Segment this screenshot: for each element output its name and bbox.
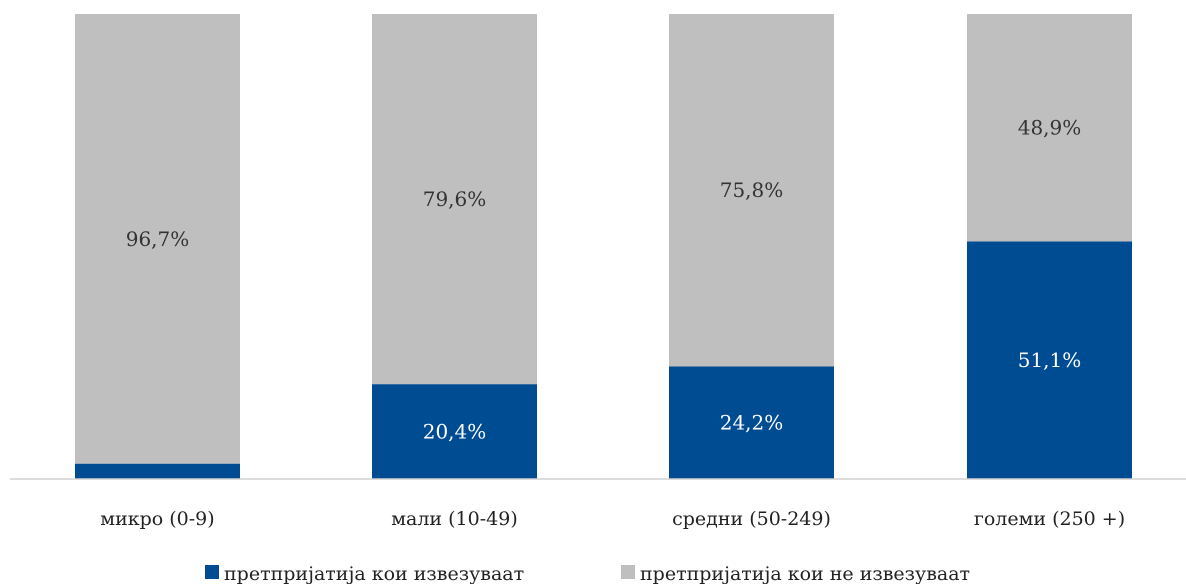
bar-non-exporting-0 xyxy=(75,14,240,464)
data-label-non-exporting-1: 79,6% xyxy=(423,187,487,211)
legend-swatch-non-exporting xyxy=(621,565,635,579)
data-label-exporting-2: 24,2% xyxy=(720,411,784,435)
bar-exporting-2 xyxy=(669,366,834,479)
bar-exporting-3 xyxy=(967,241,1132,479)
category-label-0: микро (0-9) xyxy=(100,508,214,530)
legend-label-exporting: претпријатија кои извезуваат xyxy=(224,563,524,584)
legend: претпријатија кои извезуваат претпријатиј… xyxy=(205,563,970,584)
category-label-3: големи (250 +) xyxy=(974,508,1125,530)
bar-exporting-1 xyxy=(372,384,537,479)
data-label-non-exporting-2: 75,8% xyxy=(720,178,784,202)
bar-non-exporting-1 xyxy=(372,14,537,385)
legend-label-non-exporting: претпријатија кои не извезуваат xyxy=(640,563,970,584)
data-label-non-exporting-3: 48,9% xyxy=(1018,116,1082,140)
category-label-1: мали (10-49) xyxy=(391,508,517,530)
bar-non-exporting-3 xyxy=(967,14,1132,242)
category-label-2: средни (50-249) xyxy=(672,508,831,530)
bar-non-exporting-2 xyxy=(669,14,834,367)
bars-group: 3,3%96,7%20,4%79,6%24,2%75,8%51,1%48,9% xyxy=(75,14,1132,479)
category-labels: микро (0-9) мали (10-49) средни (50-249) го… xyxy=(100,508,1125,530)
legend-swatch-exporting xyxy=(205,565,219,579)
data-label-exporting-3: 51,1% xyxy=(1018,348,1082,372)
bar-exporting-0 xyxy=(75,463,240,479)
data-label-non-exporting-0: 96,7% xyxy=(126,227,190,251)
data-label-exporting-1: 20,4% xyxy=(423,420,487,444)
